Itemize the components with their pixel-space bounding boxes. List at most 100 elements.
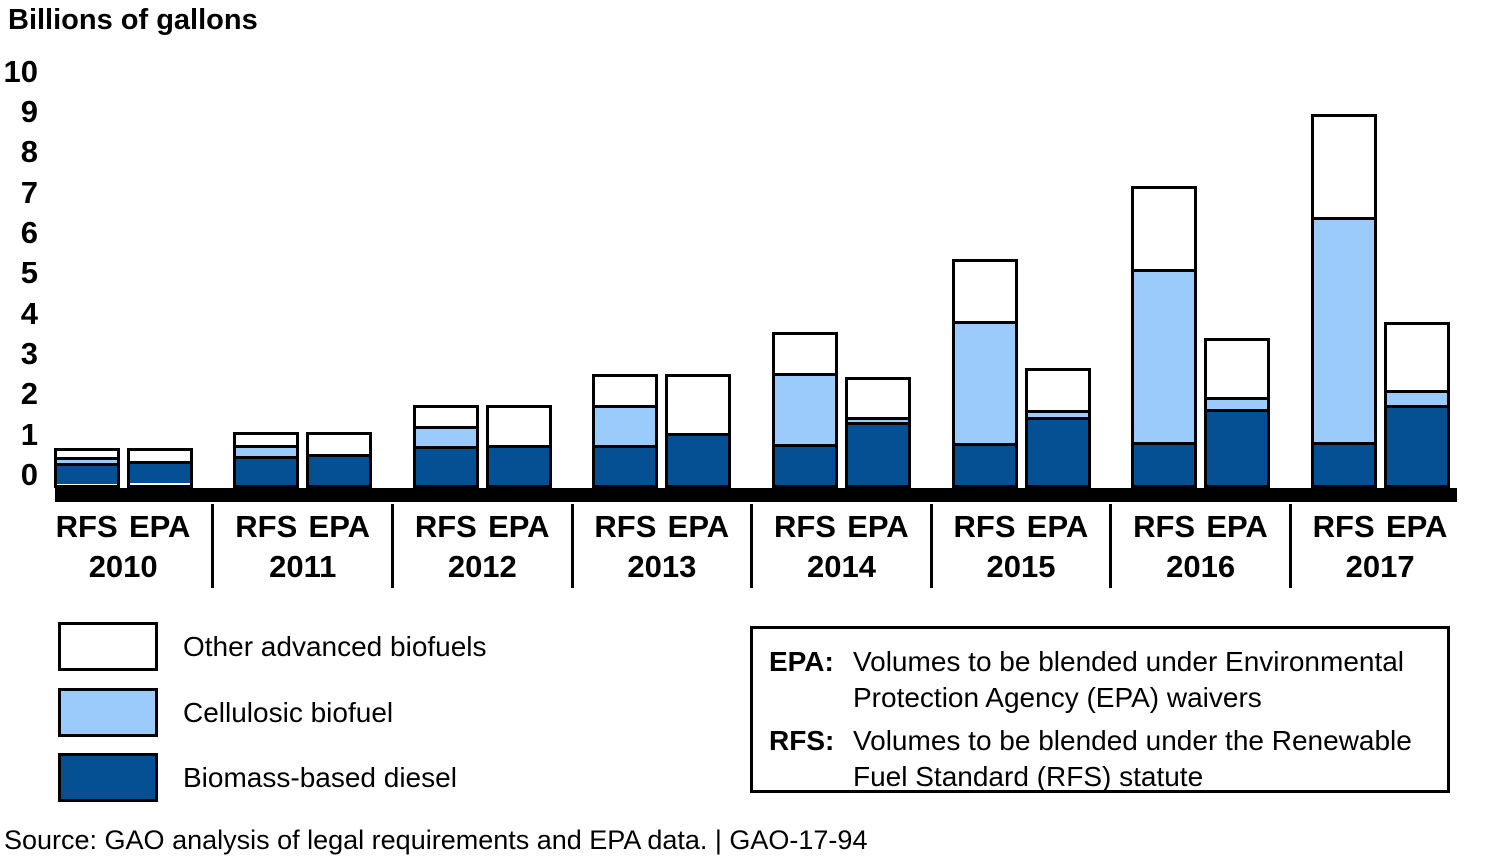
segment-diesel	[954, 442, 1015, 485]
legend-swatch	[58, 753, 158, 802]
definitions-box: EPA: Volumes to be blended under Environm…	[750, 626, 1450, 793]
x-axis-year-label: 2013	[627, 549, 697, 584]
x-axis-year-label: 2016	[1166, 549, 1236, 584]
x-axis-bar-label: EPA	[488, 509, 550, 544]
legend-swatch	[58, 688, 158, 737]
stacked-bar-2015-epa	[1024, 368, 1091, 488]
segment-diesel	[847, 421, 908, 485]
definition-term: EPA:	[769, 646, 834, 677]
segment-diesel	[668, 432, 729, 485]
segment-cellulosic	[1134, 269, 1195, 443]
stacked-bar-2012-epa	[485, 404, 552, 488]
segment-cellulosic	[1386, 389, 1447, 405]
segment-other	[309, 434, 370, 455]
segment-other	[774, 335, 835, 374]
year-group-divider	[1288, 504, 1292, 588]
y-axis-tick-label: 9	[20, 94, 38, 130]
segment-other	[56, 451, 117, 457]
stacked-bar-2013-rfs	[592, 373, 659, 488]
x-axis-baseline	[55, 488, 1457, 502]
segment-diesel	[774, 443, 835, 486]
segment-other	[1134, 189, 1195, 270]
segment-other	[1207, 340, 1268, 398]
year-group-divider	[211, 504, 215, 588]
segment-other	[415, 407, 476, 426]
x-axis-bar-label: RFS	[773, 509, 836, 544]
definition-term: RFS:	[769, 725, 835, 756]
segment-other	[595, 376, 656, 405]
stacked-bar-2011-rfs	[233, 431, 300, 488]
year-group-divider	[750, 504, 754, 588]
y-axis-tick-label: 7	[20, 174, 38, 210]
segment-diesel	[129, 460, 190, 484]
segment-other	[1386, 324, 1447, 390]
segment-other	[1313, 116, 1374, 218]
legend-label: Other advanced biofuels	[183, 631, 487, 662]
segment-diesel	[1027, 417, 1088, 485]
segment-other	[1027, 371, 1088, 410]
segment-diesel	[56, 462, 117, 484]
y-axis-tick-label: 4	[20, 295, 38, 331]
x-axis-year-label: 2015	[986, 549, 1056, 584]
segment-other	[236, 434, 297, 445]
x-axis-bar-label: EPA	[1385, 509, 1448, 544]
x-axis-bar-label: RFS	[953, 509, 1016, 544]
segment-cellulosic	[595, 404, 656, 445]
segment-diesel	[415, 446, 476, 485]
segment-diesel	[1313, 441, 1374, 485]
y-axis-tick-label: 5	[20, 255, 38, 291]
segment-cellulosic	[1027, 409, 1088, 418]
segment-other	[668, 376, 729, 433]
segment-diesel	[309, 454, 370, 485]
y-axis-tick-label: 8	[20, 134, 38, 170]
year-group-divider	[1109, 504, 1113, 588]
x-axis-bar-label: RFS	[1312, 509, 1375, 544]
x-axis-bar-label: EPA	[1206, 509, 1268, 544]
stacked-bar-2010-epa	[126, 448, 193, 488]
y-axis-tick-label: 10	[3, 53, 38, 89]
stacked-bar-2017-epa	[1383, 321, 1450, 488]
x-axis-bar-label: EPA	[128, 509, 191, 544]
x-axis-year-label: 2014	[806, 549, 876, 584]
stacked-bar-2016-epa	[1204, 337, 1271, 488]
definition-row: RFS: Volumes to be blended under the Rene…	[769, 723, 1431, 795]
x-axis-bar-label: RFS	[55, 509, 118, 544]
x-axis-year-label: 2012	[447, 549, 517, 584]
segment-diesel	[1386, 404, 1447, 485]
segment-diesel	[595, 444, 656, 485]
y-axis-tick-label: 3	[20, 336, 38, 371]
y-axis-tick-label: 2	[20, 376, 38, 412]
segment-other	[129, 451, 190, 461]
segment-diesel	[488, 444, 549, 485]
x-axis-bar-label: RFS	[1133, 509, 1196, 544]
stacked-bar-2015-rfs	[951, 259, 1018, 488]
segment-cellulosic	[56, 456, 117, 463]
stacked-bar-2016-rfs	[1131, 186, 1198, 488]
definition-text: Volumes to be blended under Environmenta…	[853, 646, 1405, 713]
x-axis-bar-label: RFS	[414, 509, 477, 544]
y-axis-tick-label: 1	[20, 416, 38, 452]
stacked-bar-2013-epa	[665, 373, 732, 488]
stacked-bar-2012-rfs	[412, 404, 479, 488]
segment-other	[954, 262, 1015, 322]
segment-other	[488, 407, 549, 445]
legend-swatch	[58, 622, 158, 671]
x-axis-year-label: 2017	[1345, 549, 1415, 584]
year-group-divider	[570, 504, 574, 588]
source-line: Source: GAO analysis of legal requiremen…	[4, 825, 868, 855]
stacked-bar-2014-epa	[844, 376, 911, 488]
legend-label: Biomass-based diesel	[183, 762, 457, 793]
definition-row: EPA: Volumes to be blended under Environm…	[769, 644, 1431, 716]
x-axis-bar-label: EPA	[667, 509, 730, 544]
x-axis-year-label: 2010	[88, 549, 158, 584]
x-axis-bar-label: EPA	[308, 509, 370, 544]
segment-cellulosic	[774, 373, 835, 444]
stacked-bar-2011-epa	[306, 431, 373, 488]
y-axis-tick-label: 6	[20, 215, 38, 251]
stacked-bar-2010-rfs	[53, 448, 120, 488]
x-axis-bar-label: EPA	[847, 509, 909, 544]
stacked-bar-2017-rfs	[1310, 113, 1377, 488]
segment-diesel	[1207, 409, 1268, 485]
x-axis-bar-label: RFS	[235, 509, 298, 544]
